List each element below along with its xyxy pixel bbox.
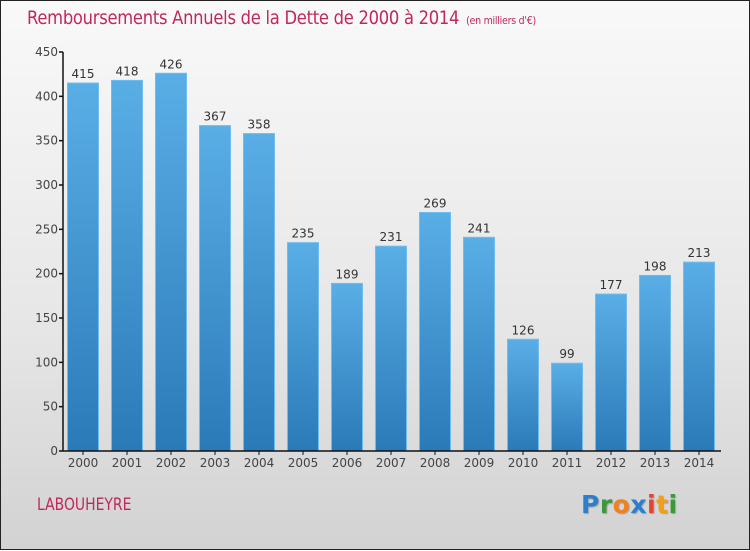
x-tick-label-2013: 2013 xyxy=(640,456,671,470)
y-axis: 0 50 100 150 200 250 300 350 400 450 xyxy=(35,45,64,458)
value-label-2012: 177 xyxy=(600,278,623,292)
y-tick-label-300: 300 xyxy=(35,178,58,192)
logo-letter: t xyxy=(656,490,669,519)
bar-2013 xyxy=(639,274,671,452)
bar-2014 xyxy=(683,261,715,452)
chart-subtitle: (en milliers d'€) xyxy=(466,14,536,27)
logo-letter: P xyxy=(581,490,600,519)
y-tick-label-100: 100 xyxy=(35,355,58,369)
value-label-2014: 213 xyxy=(688,246,711,260)
y-tick-label-450: 450 xyxy=(35,45,58,59)
bar-2003 xyxy=(199,125,231,452)
bar-2008 xyxy=(419,211,451,452)
value-label-2009: 241 xyxy=(468,221,491,235)
value-label-2011: 99 xyxy=(559,347,574,361)
x-tick-label-2008: 2008 xyxy=(420,456,451,470)
bar-2005 xyxy=(287,242,319,452)
logo-letter: i xyxy=(647,490,657,519)
logo-letter: o xyxy=(612,490,631,519)
x-tick-label-2004: 2004 xyxy=(244,456,275,470)
x-tick-label-2012: 2012 xyxy=(596,456,627,470)
x-tick-label-2005: 2005 xyxy=(288,456,319,470)
chart-title: Remboursements Annuels de la Dette de 20… xyxy=(27,7,536,29)
value-label-2005: 235 xyxy=(292,227,315,241)
bar-2007 xyxy=(375,245,407,452)
y-tick-label-400: 400 xyxy=(35,89,58,103)
bars-group: 415 418 426 367 358 235 189 231 269 241 126 99 177 19… xyxy=(67,57,715,452)
value-label-2010: 126 xyxy=(512,323,535,337)
value-label-2006: 189 xyxy=(336,267,359,281)
bar-2002 xyxy=(155,72,187,452)
bar-2000 xyxy=(67,82,99,452)
y-tick-label-200: 200 xyxy=(35,267,58,281)
x-tick-label-2007: 2007 xyxy=(376,456,407,470)
x-axis: 2000 2001 2002 2003 2004 2005 2006 2007 2008 2009… xyxy=(63,450,721,470)
y-tick-label-150: 150 xyxy=(35,311,58,325)
value-label-2007: 231 xyxy=(380,230,403,244)
proxiti-logo[interactable]: Proxiti xyxy=(581,490,678,519)
value-label-2000: 415 xyxy=(72,67,95,81)
logo-letter: i xyxy=(668,490,678,519)
y-tick-label-250: 250 xyxy=(35,222,58,236)
x-tick-label-2011: 2011 xyxy=(552,456,583,470)
logo-letter: x xyxy=(630,490,647,519)
value-label-2002: 426 xyxy=(160,57,183,71)
value-label-2003: 367 xyxy=(204,110,227,124)
bar-2010 xyxy=(507,338,539,452)
x-tick-label-2010: 2010 xyxy=(508,456,539,470)
bar-2004 xyxy=(243,133,275,452)
value-label-2013: 198 xyxy=(644,259,667,273)
town-name: LABOUHEYRE xyxy=(37,495,132,515)
value-label-2004: 358 xyxy=(248,118,271,132)
y-tick-label-50: 50 xyxy=(43,400,58,414)
x-tick-label-2002: 2002 xyxy=(156,456,187,470)
logo-letter: r xyxy=(599,490,613,519)
bar-2011 xyxy=(551,362,583,452)
x-tick-label-2006: 2006 xyxy=(332,456,363,470)
x-tick-label-2014: 2014 xyxy=(684,456,715,470)
x-tick-label-2000: 2000 xyxy=(68,456,99,470)
x-tick-label-2009: 2009 xyxy=(464,456,495,470)
x-tick-label-2001: 2001 xyxy=(112,456,143,470)
value-label-2001: 418 xyxy=(116,64,139,78)
value-label-2008: 269 xyxy=(424,196,447,210)
bar-2012 xyxy=(595,293,627,452)
bar-2006 xyxy=(331,282,363,452)
y-tick-label-350: 350 xyxy=(35,134,58,148)
bar-2009 xyxy=(463,236,495,452)
y-tick-label-0: 0 xyxy=(50,444,58,458)
bar-2001 xyxy=(111,79,143,452)
x-tick-label-2003: 2003 xyxy=(200,456,231,470)
chart-title-main: Remboursements Annuels de la Dette de 20… xyxy=(27,7,460,29)
